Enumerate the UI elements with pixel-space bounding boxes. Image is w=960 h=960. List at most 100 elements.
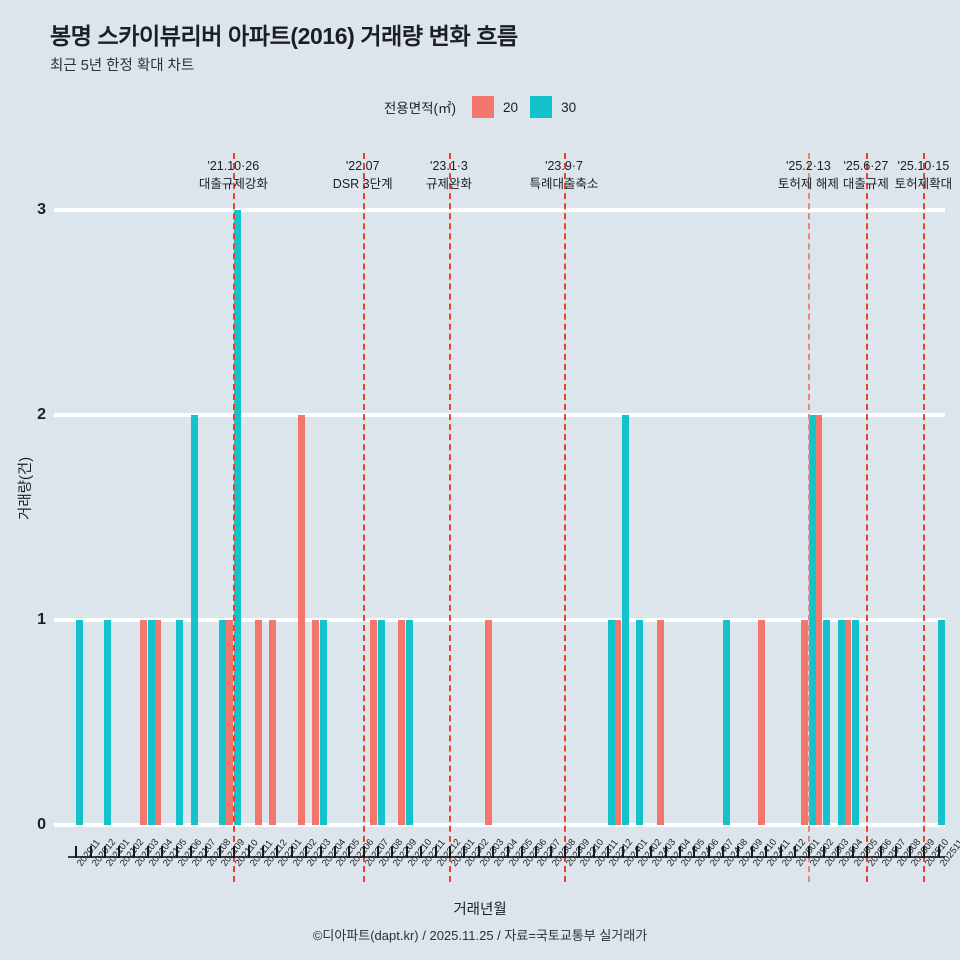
bar[interactable] [139, 620, 147, 825]
bar[interactable] [190, 415, 198, 825]
legend-label-20: 20 [503, 99, 519, 115]
annotation-line [865, 153, 868, 882]
bar[interactable] [225, 620, 233, 825]
x-axis-tick [362, 846, 365, 858]
x-axis-tick [722, 846, 725, 858]
bar[interactable] [852, 620, 860, 825]
annotation-line [362, 153, 365, 882]
annotation-line [923, 153, 926, 882]
bar[interactable] [75, 620, 83, 825]
x-axis-title: 거래년월 [453, 902, 507, 918]
x-axis-tick [75, 846, 78, 858]
x-axis-tick [564, 846, 566, 858]
annotation-line [808, 153, 811, 882]
x-axis-tick [679, 846, 682, 858]
bar[interactable] [406, 620, 414, 825]
legend-swatch-20 [472, 96, 495, 118]
y-axis-title: 거래량(건) [18, 456, 34, 520]
bar[interactable] [312, 620, 320, 825]
x-axis-tick [693, 846, 696, 858]
x-axis-tick [578, 846, 581, 858]
legend-label-30: 30 [561, 99, 577, 115]
x-axis-tick [348, 846, 351, 858]
footer-credit: ©디아파트(dapt.kr) / 2025.11.25 / 자료=국토교통부 실… [312, 928, 648, 943]
x-axis-tick [837, 846, 840, 858]
y-axis-tick-label: 3 [37, 201, 46, 218]
bar[interactable] [622, 415, 630, 825]
bar[interactable] [176, 620, 184, 825]
x-axis-tick [391, 846, 394, 858]
x-axis-tick [204, 846, 207, 858]
bar[interactable] [607, 620, 615, 825]
bar[interactable] [823, 620, 831, 825]
x-axis-tick [448, 846, 451, 858]
bar[interactable] [254, 620, 262, 825]
legend-title: 전용면적(㎡) [383, 101, 457, 116]
bar[interactable] [614, 620, 622, 825]
annotation-text: 대출규제 [842, 177, 889, 192]
bar[interactable] [636, 620, 644, 825]
x-axis-tick [909, 846, 912, 858]
bar[interactable] [104, 620, 112, 825]
legend-item-30[interactable]: 30 [530, 96, 576, 118]
x-axis-tick [851, 846, 854, 858]
bar[interactable] [484, 620, 492, 825]
bar[interactable] [369, 620, 377, 825]
x-axis-tick [865, 846, 868, 858]
bar[interactable] [320, 620, 328, 825]
annotation-text: 토허제확대 [894, 177, 953, 192]
y-axis-tick-label: 0 [37, 816, 46, 833]
bar[interactable] [657, 620, 665, 825]
x-axis-tick [535, 846, 538, 858]
annotation-label: '25.10·15 토허제확대 [895, 157, 953, 193]
x-axis-tick [492, 846, 495, 858]
x-axis-tick [650, 846, 653, 858]
x-axis-tick [218, 846, 221, 858]
grid-line [68, 413, 945, 417]
x-axis-tick [377, 846, 380, 858]
annotation-date: '21.10·26 [207, 159, 260, 173]
annotation-label: '25.2·13 토허제 해제 [778, 157, 839, 193]
x-axis-tick [233, 846, 236, 858]
bar[interactable] [938, 620, 946, 825]
bar[interactable] [297, 415, 305, 825]
x-axis-tick [319, 846, 322, 858]
annotation-text: 대출규제강화 [198, 177, 268, 192]
annotation-label: '21.10·26 대출규제강화 [199, 157, 268, 193]
grid-line [68, 618, 945, 622]
bar[interactable] [153, 620, 161, 825]
annotation-date: '23.9·7 [545, 159, 583, 173]
x-axis-tick [434, 846, 437, 858]
annotation-label: '23.1·3 규제완화 [426, 157, 472, 193]
x-axis-tick [549, 846, 552, 858]
grid-line [68, 208, 945, 212]
bar[interactable] [800, 620, 808, 825]
bar[interactable] [837, 620, 845, 825]
legend-item-20[interactable]: 20 [472, 96, 518, 118]
bar[interactable] [844, 620, 852, 825]
annotation-text: DSR 3단계 [332, 177, 393, 192]
bar[interactable] [233, 210, 241, 825]
bar[interactable] [808, 415, 816, 825]
bar[interactable] [398, 620, 406, 825]
y-axis-tick [54, 823, 68, 827]
bar[interactable] [268, 620, 276, 825]
bar[interactable] [757, 620, 765, 825]
bar[interactable] [377, 620, 385, 825]
x-axis-tick [463, 846, 466, 858]
x-axis-tick [333, 846, 336, 858]
annotation-line [448, 153, 451, 882]
x-axis-tick [262, 846, 265, 858]
annotation-label: '22.07 DSR 3단계 [333, 157, 393, 193]
grid-line [68, 823, 945, 827]
bar[interactable] [722, 620, 730, 825]
x-axis-tick [880, 846, 883, 858]
x-axis-tick [707, 846, 710, 858]
bar[interactable] [147, 620, 155, 825]
bar[interactable] [219, 620, 227, 825]
annotation-date: '22.07 [345, 159, 380, 173]
x-axis-tick [247, 846, 250, 858]
x-axis-tick [894, 846, 897, 858]
bar[interactable] [815, 415, 823, 825]
